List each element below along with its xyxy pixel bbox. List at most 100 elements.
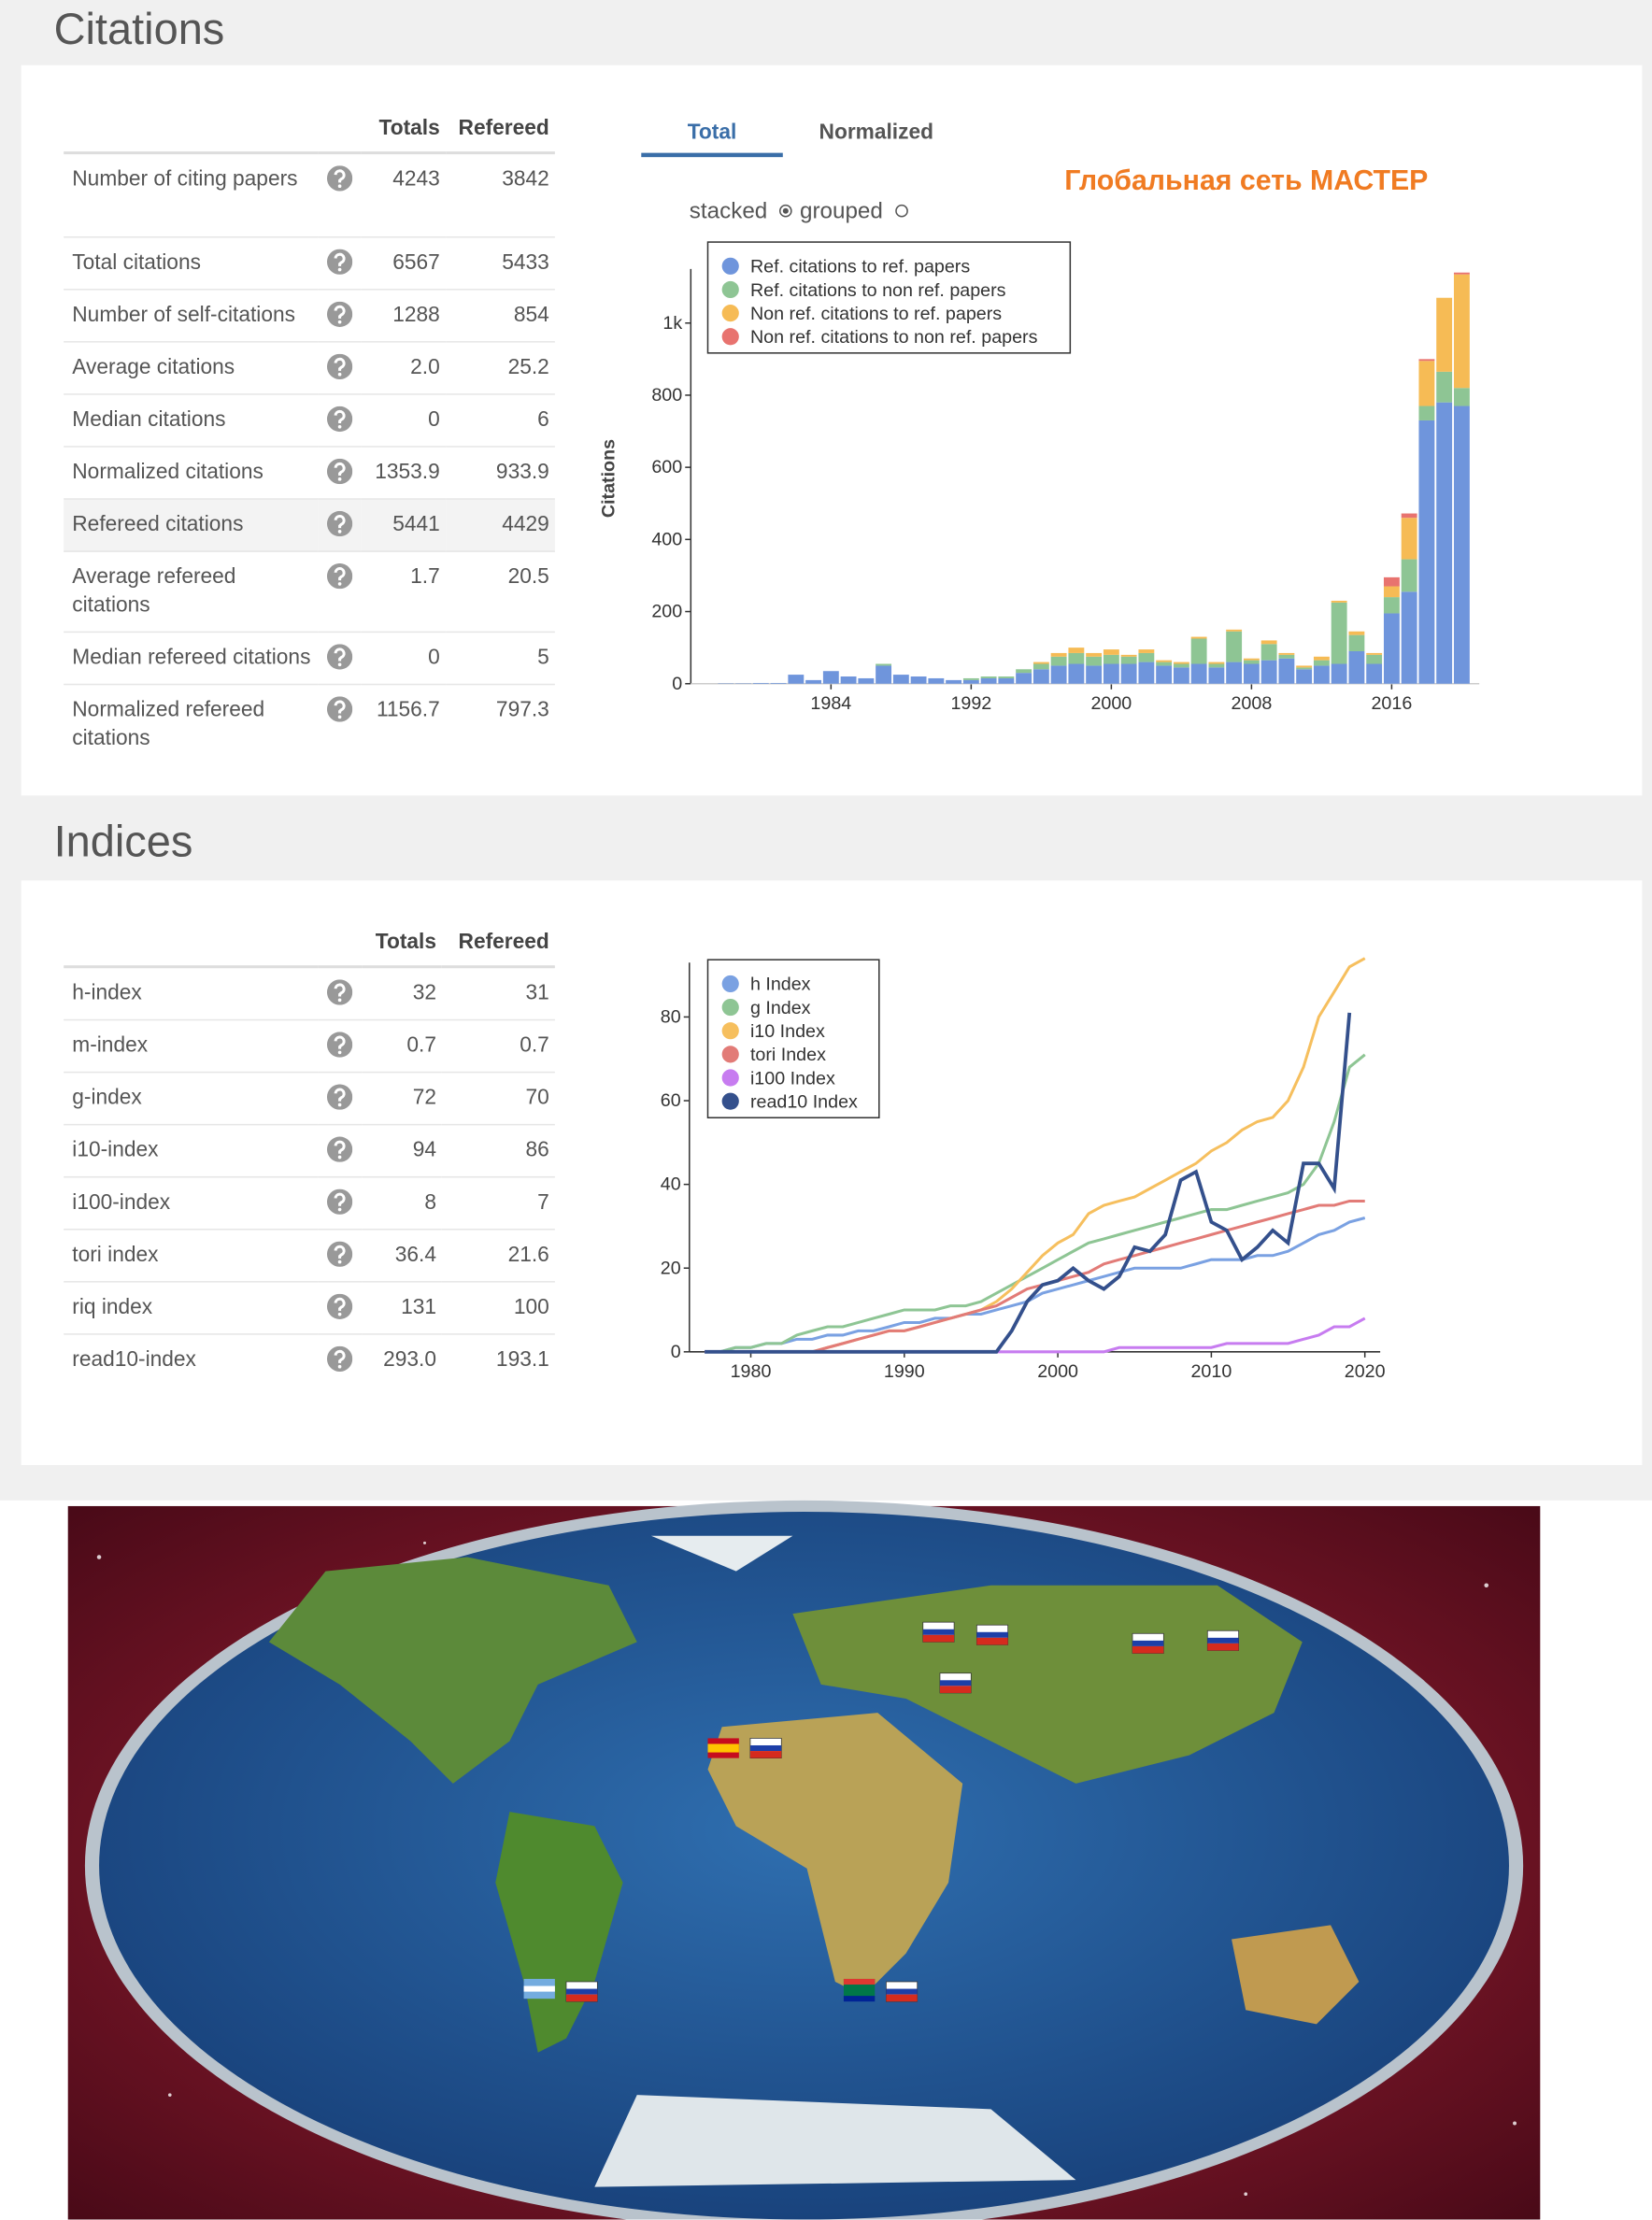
bar-segment [1436, 402, 1453, 684]
bar-segment [1086, 665, 1103, 684]
x-tick-label: 2016 [1371, 693, 1412, 714]
help-icon[interactable] [326, 1084, 353, 1110]
bar-segment [1156, 662, 1173, 666]
legend-marker [721, 328, 739, 346]
table-row: Average citations 2.0 25.2 [64, 341, 555, 394]
bar-segment [1103, 663, 1119, 684]
totals-cell: 4243 [392, 166, 440, 192]
help-icon[interactable] [326, 301, 353, 327]
bar-segment [910, 676, 927, 684]
radio[interactable] [779, 204, 792, 218]
help-icon[interactable] [326, 979, 353, 1005]
help-icon[interactable] [326, 562, 353, 590]
help-circle [326, 249, 353, 275]
option-label[interactable]: stacked [690, 198, 767, 223]
help-cell [318, 393, 362, 447]
line-series [705, 1053, 1366, 1354]
help-icon[interactable] [326, 696, 353, 722]
bar-segment [1032, 669, 1049, 684]
column-header: Refereed [445, 107, 555, 155]
help-icon[interactable] [326, 165, 353, 192]
help-dot [337, 184, 342, 189]
table-row: g-index 72 70 [64, 1071, 555, 1125]
refereed-cell: 5433 [445, 236, 555, 290]
help-icon[interactable] [326, 249, 353, 275]
legend-marker [721, 1046, 739, 1063]
help-cell [318, 446, 362, 500]
help-glyph [334, 252, 346, 266]
help-icon[interactable] [326, 510, 353, 537]
bar-segment [1278, 652, 1295, 655]
help-icon[interactable] [326, 1293, 353, 1319]
totals-cell: 94 [362, 1123, 443, 1177]
refereed-cell: 20.5 [445, 550, 555, 633]
help-icon[interactable] [326, 1136, 353, 1162]
table-row: Number of citing papers 4243 3842 [64, 153, 555, 237]
table-row: Total citations 6567 5433 [64, 236, 555, 290]
radio[interactable] [895, 204, 908, 218]
continents [268, 1535, 1360, 2187]
table-row: i100-index 8 7 [64, 1175, 555, 1230]
row-label: Total citations [64, 236, 319, 290]
table-row: Normalized citations 1353.9 933.9 [64, 446, 555, 500]
x-tick-label: 1980 [731, 1361, 772, 1382]
help-cell [319, 153, 361, 237]
bar-segment [1138, 649, 1155, 653]
row-label: i10-index [64, 1123, 319, 1177]
bar-segment [1138, 662, 1155, 684]
bar-segment [1383, 576, 1400, 587]
help-icon[interactable] [326, 1345, 353, 1373]
help-circle [326, 1188, 353, 1215]
help-cell [318, 683, 362, 765]
bar-segment [858, 677, 875, 684]
help-dot [337, 662, 342, 667]
legend-marker [721, 1069, 739, 1087]
bar-segment [1068, 648, 1085, 653]
bar-segment [1156, 665, 1173, 684]
help-cell [318, 341, 362, 394]
bar-segment [1260, 640, 1277, 645]
bar-segment [1016, 673, 1032, 684]
help-circle [326, 301, 353, 327]
help-icon[interactable] [326, 458, 353, 485]
tab-active[interactable]: Total [688, 119, 737, 143]
table-row: tori index 36.4 21.6 [64, 1229, 555, 1282]
table-row: Refereed citations 5441 4429 [64, 498, 555, 552]
help-dot [337, 1312, 342, 1316]
bar-segment [1348, 634, 1365, 652]
help-dot [337, 267, 342, 272]
help-icon[interactable] [326, 1032, 353, 1058]
bar-segment [1296, 667, 1313, 670]
refereed-cell: 4429 [445, 498, 555, 552]
totals-cell: 0 [361, 631, 446, 685]
help-dot [337, 372, 342, 377]
option-label[interactable]: grouped [800, 198, 883, 223]
help-icon[interactable] [326, 353, 353, 380]
help-icon[interactable] [326, 1241, 353, 1267]
bar-segment [1050, 656, 1067, 666]
help-icon[interactable] [326, 1188, 353, 1215]
tab[interactable]: Normalized [819, 119, 933, 143]
bar-segment [1050, 652, 1067, 657]
help-icon[interactable] [326, 406, 353, 433]
x-tick-label: 2000 [1037, 1361, 1078, 1382]
refereed-cell: 933.9 [445, 446, 555, 500]
help-circle [326, 1345, 353, 1373]
bar-segment [1436, 297, 1453, 372]
y-tick-label: 400 [651, 529, 682, 549]
help-dot [337, 1050, 342, 1055]
table-row: riq index 131 100 [64, 1281, 555, 1334]
bar-segment [1208, 663, 1225, 668]
bar-segment [1173, 662, 1189, 664]
stars [96, 1541, 1517, 2197]
legend-marker [721, 998, 739, 1017]
bar-segment [1348, 651, 1365, 684]
bar-segment [1401, 513, 1417, 519]
totals-cell: 1.7 [361, 550, 446, 633]
help-cell [318, 1071, 363, 1125]
bar-segment [1243, 663, 1260, 684]
help-icon[interactable] [326, 644, 353, 670]
x-tick-label: 2020 [1345, 1361, 1386, 1382]
indices-table: Totals Refereed h-index 32 31 m-index 0.7 0.7 g-… [64, 921, 555, 1387]
row-label: Number of self-citations [64, 289, 319, 342]
